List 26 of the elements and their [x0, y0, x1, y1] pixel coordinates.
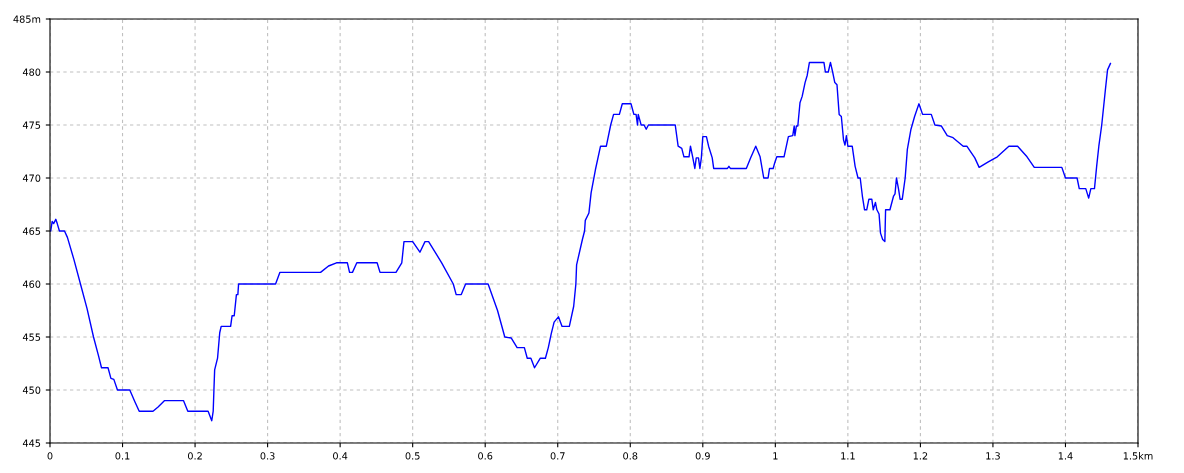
x-tick-label: 1.4	[1058, 452, 1073, 460]
x-tick-label: 0.5	[405, 452, 420, 460]
line-series	[50, 61, 1112, 422]
y-tick-label: 485m	[13, 15, 41, 23]
x-tick-label: 1.2	[913, 452, 928, 460]
x-tick-label: 1	[773, 452, 778, 460]
y-tick-label: 480	[22, 68, 41, 76]
y-tick-label: 460	[22, 280, 41, 288]
x-tick-label: 0.1	[115, 452, 130, 460]
y-tick-label: 475	[22, 121, 41, 129]
y-tick-label: 445	[22, 439, 41, 447]
x-tick-label: 1.5km	[1123, 452, 1153, 460]
x-tick-label: 0.3	[260, 452, 275, 460]
x-tick-label: 1.3	[986, 452, 1000, 460]
x-tick-label: 0.7	[550, 452, 565, 460]
x-tick-label: 0.9	[695, 452, 710, 460]
x-tick-label: 0	[47, 452, 53, 460]
x-tick-label: 0.6	[478, 452, 493, 460]
x-tick-label: 0.8	[623, 452, 638, 460]
x-tick-label: 1.1	[841, 452, 855, 460]
y-tick-label: 465	[22, 227, 41, 235]
y-tick-label: 470	[22, 174, 41, 182]
y-tick-label: 455	[22, 333, 41, 341]
x-tick-label: 0.4	[333, 452, 348, 460]
x-tick-label: 0.2	[187, 452, 202, 460]
y-tick-label: 450	[22, 386, 41, 394]
